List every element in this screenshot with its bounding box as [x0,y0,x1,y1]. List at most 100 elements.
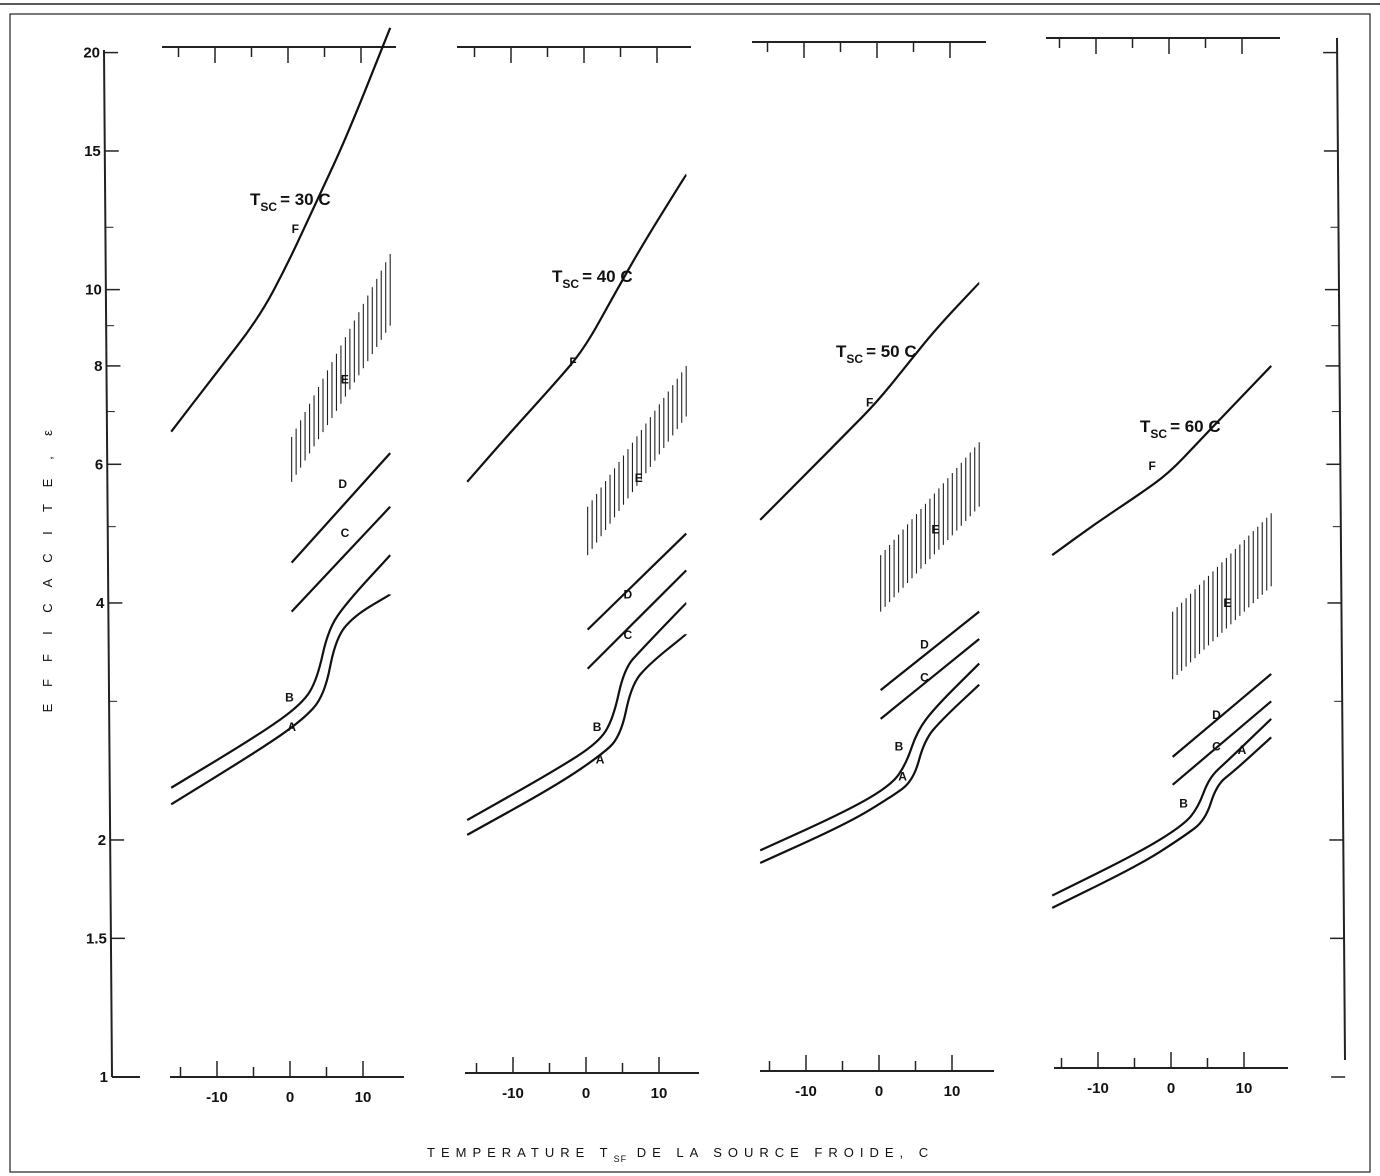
curve-A [466,633,687,836]
x-tick-label: -10 [502,1085,524,1102]
x-tick-label: 10 [651,1085,668,1102]
chart-frame [9,13,1371,1173]
x-tick-label: -10 [1087,1080,1109,1097]
y-tick-label: 20 [83,45,100,62]
panel-title-main: T [250,190,261,209]
curve-label-A: A [898,769,907,783]
y-axis-title-letter: , [40,456,55,460]
curve-F [759,282,981,521]
y-axis-title-letter: I [40,531,55,535]
y-axis-title-letter: E [40,478,55,487]
panel-1: -10 0 10 F E D C B A TSC = 40 C [457,46,699,1102]
panel-title-rest: = 60 C [1170,417,1221,436]
panel-0: -10 0 10 F E D C B A TSC = 30 C [162,27,404,1106]
curve-label-E: E [1223,596,1231,610]
x-tick-label: 10 [355,1089,372,1106]
y-tick-label: 6 [95,456,103,473]
x-tick-label: 0 [286,1089,294,1106]
x-tick-label: 0 [875,1083,883,1100]
curve-D [1171,673,1273,758]
curve-label-F: F [1149,459,1156,473]
curve-A [170,593,391,806]
panel-title: TSC = 60 C [1140,417,1221,441]
panel-2: -10 0 10 F E D C B A TSC = 50 C [752,41,994,1100]
right-y-axis-line [1336,37,1346,1061]
curve-D [586,532,687,631]
curve-label-A: A [596,753,605,767]
x-tick-label: 10 [1236,1080,1253,1097]
curve-label-E: E [931,523,939,537]
y-axis-title-letter: C [40,603,55,612]
curve-A [1051,736,1272,909]
panel-title: TSC = 40 C [552,267,633,291]
curve-label-C: C [623,628,632,642]
curve-C [1171,700,1273,786]
curve-F [466,173,688,483]
curve-label-C: C [920,670,929,684]
curve-label-B: B [285,690,294,704]
x-tick-label: 10 [944,1083,961,1100]
y-axis-title-group: E F F I C A C I T E, ε [40,430,55,712]
x-axis-title-text: TEMPERATURE TSF DE LA SOURCE FROIDE, C [427,1145,934,1164]
curve-label-F: F [569,355,576,369]
y-axis-title-letter: E [40,703,55,712]
y-axis-title-letter: F [40,679,55,687]
x-axis-title-sub: SF [614,1154,628,1164]
x-axis-title: TEMPERATURE TSF DE LA SOURCE FROIDE, C [427,1145,934,1164]
axes-layer: 1 1.5 2 4 6 8 10 15 20 [83,37,1346,1086]
curve-label-E: E [341,372,349,386]
y-tick-label: 1 [100,1069,108,1086]
x-axis-title-rest: DE LA SOURCE FROIDE, C [627,1145,934,1160]
panel-3: -10 0 10 F E D C B A TSC = 60 C [1046,37,1288,1097]
panel-title: TSC = 30 C [250,190,331,214]
panel-title-sub: SC [1150,427,1167,441]
curve-label-D: D [1212,708,1221,722]
y-axis-title-letter: I [40,631,55,635]
curve-A [759,683,980,864]
y-axis-title-letter: ε [40,430,55,436]
curve-B [759,662,981,852]
curve-label-D: D [623,588,632,602]
y-tick-label: 8 [94,358,102,375]
curve-B [170,554,392,789]
curve-F [1051,365,1272,557]
panel-title-rest: = 50 C [866,342,917,361]
x-tick-label: -10 [795,1083,817,1100]
y-tick-label: 2 [98,832,106,849]
panel-title-sub: SC [562,277,579,291]
y-tick-label: 4 [96,595,105,612]
curve-label-B: B [1179,796,1188,810]
curve-label-C: C [341,526,350,540]
panel-title-main: T [836,342,847,361]
curve-C [586,569,687,670]
curve-B [1051,718,1272,897]
x-tick-label: -10 [206,1089,228,1106]
panel-title-rest: = 30 C [280,190,331,209]
curve-label-D: D [920,638,929,652]
curve-F [170,27,392,433]
y-tick-label: 10 [85,282,102,299]
y-axis-title: E F F I C A C I T E, ε [40,430,55,712]
curve-D [879,610,980,691]
panel-title-sub: SC [260,200,277,214]
panel-title-sub: SC [846,352,863,366]
curve-label-F: F [292,222,299,236]
curve-C [879,638,980,720]
y-axis-title-letter: T [40,504,55,512]
curve-label-C: C [1212,739,1221,753]
x-tick-label: 0 [1167,1080,1175,1097]
panel-title: TSC = 50 C [836,342,917,366]
y-tick-label: 1.5 [86,930,107,947]
curve-C [290,505,392,613]
curve-label-A: A [287,720,296,734]
curve-D [290,452,392,564]
curve-label-D: D [338,477,347,491]
x-tick-label: 0 [582,1085,590,1102]
y-axis-title-letter: C [40,553,55,562]
x-axis-title-main: TEMPERATURE T [427,1145,614,1160]
left-y-axis-line [103,49,113,1078]
curve-label-A: A [1238,743,1247,757]
panel-title-main: T [1140,417,1151,436]
